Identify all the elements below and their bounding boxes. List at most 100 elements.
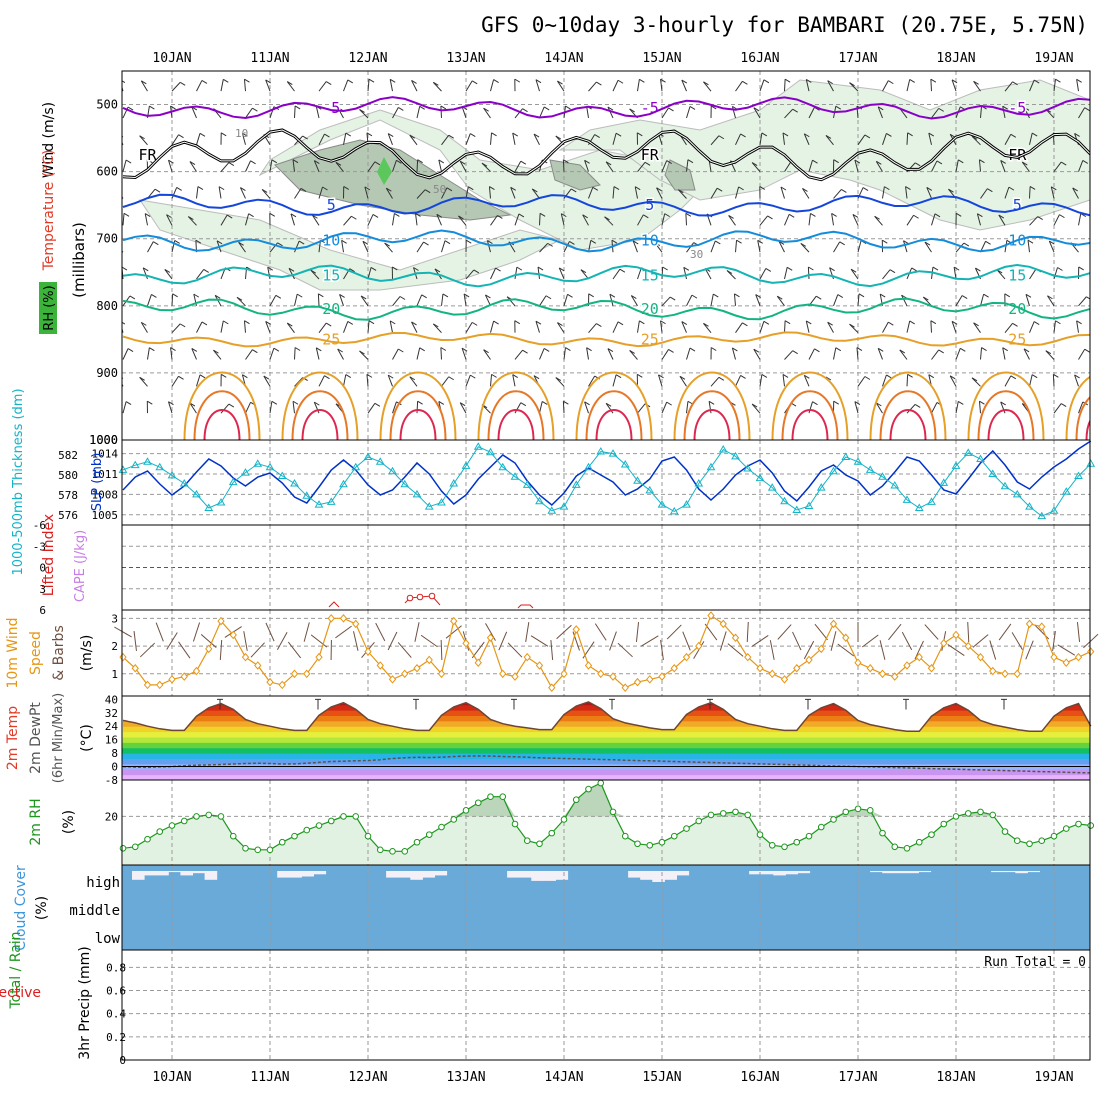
warm-isotherm-loop [967, 371, 1045, 440]
slp-marker [192, 489, 201, 498]
wind-speed-marker [278, 680, 286, 690]
wind-barb-flag [555, 135, 562, 140]
warm-isotherm-loop [771, 371, 849, 440]
wind-barb-flag [242, 374, 248, 379]
wind-barb [147, 294, 152, 306]
cloud-level-label: high [86, 875, 120, 891]
wind-barb [906, 79, 911, 92]
wind-barb [630, 295, 638, 307]
wind-barb-flag [424, 189, 431, 194]
wind-barb-flag [535, 79, 542, 84]
li-tick-label: -3 [33, 540, 46, 553]
wind-barb-flag [341, 239, 347, 244]
wind-barb [978, 401, 981, 414]
wind-barb-flag [389, 78, 396, 83]
wind-barb-flag [191, 348, 198, 352]
wind-speed-marker [976, 652, 985, 662]
wind-barb [367, 403, 376, 414]
wind-speed-marker [474, 658, 482, 667]
wind-barb [294, 105, 296, 118]
rh-legend-label: RH (%) [42, 285, 57, 330]
rh-marker [474, 799, 482, 807]
total-rain-axis-label: Total / Rain [8, 931, 24, 1009]
precip-tick-label: 0.8 [106, 961, 126, 974]
wind-speed-marker [192, 666, 201, 676]
wind-barb [973, 322, 981, 333]
isotherm-label: 25 [322, 330, 340, 348]
wind-barb [875, 161, 883, 172]
isotherm-label: -5 [641, 99, 659, 117]
wind-speed-marker [131, 663, 139, 673]
wind-barb-flag [782, 132, 789, 137]
wind-barb [440, 347, 442, 360]
wind-barb-flag [300, 187, 307, 192]
wind-barb-flag [423, 241, 429, 246]
isotherm-label: 25 [1008, 330, 1026, 348]
wind-barb [833, 347, 837, 360]
surface-wind-barb [769, 640, 775, 660]
top-date-label: 19JAN [1034, 51, 1073, 66]
temp-plot [122, 698, 1090, 780]
wind-barb-flag [384, 242, 390, 247]
wind-barb-flag [288, 267, 295, 272]
slp-marker [816, 483, 826, 491]
wind-speed-marker [829, 619, 838, 629]
wind-barb [856, 347, 859, 360]
wind-barb-flag [812, 159, 818, 164]
wind-barb [661, 107, 669, 119]
minmax-axis-label: (6hr Min/Max) [51, 693, 66, 783]
pressure-tick-label: 600 [96, 165, 118, 179]
wind-barb-flag [839, 241, 845, 246]
cloud-high-gap [761, 871, 774, 875]
wind-barb [484, 294, 491, 307]
wind-barb [387, 374, 393, 387]
wind-speed-marker [486, 633, 495, 643]
wind-barb-flag [223, 320, 229, 325]
wind-barb-flag [153, 241, 159, 246]
wind-barb [343, 132, 347, 145]
wind-barb [607, 106, 614, 119]
wind-barb [1078, 213, 1082, 226]
rh-marker [364, 832, 372, 840]
wind-barb-flag [934, 213, 941, 218]
surface-wind-barb [1076, 622, 1081, 642]
wind-barb-flag [666, 401, 672, 406]
cloud-level-label: low [95, 931, 121, 947]
surface-wind-barb [525, 622, 530, 642]
rh-area [123, 783, 1090, 865]
wind-barb-flag [310, 269, 317, 274]
slp-marker [829, 466, 838, 475]
wind-barb-flag [337, 348, 343, 353]
rh-high-area [123, 783, 1090, 817]
wind-barb-flag [497, 215, 503, 219]
slp-marker [167, 470, 177, 479]
slp-marker [1086, 459, 1096, 467]
wind-barb [661, 266, 664, 280]
isotherm-label: FR [641, 146, 660, 164]
wind-barb [588, 187, 594, 199]
wind-speed-marker [1062, 658, 1070, 667]
wind-speed-marker [290, 669, 299, 679]
wind-barb-flag [716, 187, 723, 192]
top-date-label: 13JAN [446, 51, 485, 66]
wind-barb-flag [345, 374, 352, 378]
rh-marker [695, 817, 703, 825]
isotherm-label: 20 [322, 300, 340, 318]
wind-barb-flag [419, 347, 425, 352]
wind-barb-flag [877, 347, 884, 352]
surface-wind-barb [617, 642, 633, 658]
wind-barb-flag [411, 321, 417, 326]
slp-marker [963, 448, 973, 456]
surface-wind-barb [777, 624, 792, 640]
bottom-date-labels: 10JAN 11JAN 12JAN 13JAN 14JAN 15JAN 16JAN 17JAN… [152, 1070, 1073, 1085]
wind-barb [171, 187, 178, 199]
cloud-high-gap [301, 871, 314, 877]
wind-speed-marker [205, 644, 213, 654]
wind-barb [318, 322, 327, 333]
wind-barb [1029, 321, 1035, 333]
wind-barb [269, 242, 278, 253]
wind-barb-flag [261, 188, 268, 193]
rh-marker [719, 810, 727, 817]
wind-barb-flag [374, 161, 381, 166]
wind-barb [1076, 320, 1079, 333]
